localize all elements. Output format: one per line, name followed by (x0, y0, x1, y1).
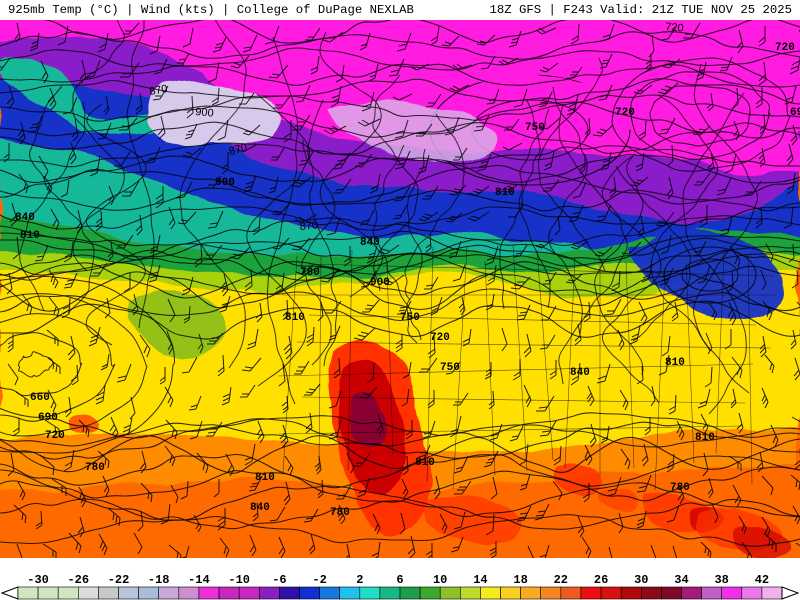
svg-text:660: 660 (30, 392, 50, 404)
svg-text:10: 10 (433, 573, 447, 587)
svg-text:-14: -14 (188, 573, 210, 587)
svg-text:810: 810 (695, 432, 715, 444)
svg-text:750: 750 (400, 312, 420, 324)
svg-text:780: 780 (300, 267, 320, 279)
svg-text:840: 840 (250, 502, 270, 514)
svg-text:780: 780 (330, 507, 350, 519)
svg-text:900: 900 (215, 177, 235, 189)
svg-text:720: 720 (775, 42, 795, 54)
svg-text:30: 30 (634, 573, 648, 587)
svg-text:720: 720 (430, 332, 450, 344)
svg-text:870: 870 (299, 219, 318, 233)
svg-text:-10: -10 (228, 573, 250, 587)
svg-text:720: 720 (665, 21, 684, 35)
svg-text:26: 26 (594, 573, 608, 587)
svg-text:2: 2 (356, 573, 363, 587)
svg-text:690: 690 (790, 107, 800, 119)
svg-text:22: 22 (554, 573, 568, 587)
svg-text:810: 810 (665, 357, 685, 369)
svg-text:-18: -18 (148, 573, 170, 587)
svg-text:42: 42 (755, 573, 769, 587)
svg-text:840: 840 (570, 367, 590, 379)
svg-text:810: 810 (255, 472, 275, 484)
svg-text:900: 900 (195, 106, 214, 120)
svg-text:780: 780 (85, 462, 105, 474)
svg-text:-30: -30 (27, 573, 49, 587)
svg-text:34: 34 (674, 573, 688, 587)
svg-text:750: 750 (440, 362, 460, 374)
svg-text:810: 810 (495, 187, 515, 199)
svg-text:-26: -26 (67, 573, 89, 587)
svg-text:840: 840 (15, 212, 35, 224)
svg-text:18: 18 (513, 573, 527, 587)
svg-text:38: 38 (714, 573, 728, 587)
svg-text:14: 14 (473, 573, 487, 587)
svg-text:690: 690 (38, 412, 58, 424)
svg-text:900: 900 (370, 277, 390, 289)
svg-text:-6: -6 (272, 573, 286, 587)
svg-text:810: 810 (20, 230, 40, 242)
svg-text:720: 720 (615, 107, 635, 119)
svg-text:810: 810 (415, 457, 435, 469)
svg-text:720: 720 (45, 430, 65, 442)
svg-text:6: 6 (396, 573, 403, 587)
svg-text:-2: -2 (312, 573, 326, 587)
svg-text:810: 810 (285, 312, 305, 324)
svg-text:750: 750 (525, 122, 545, 134)
svg-text:780: 780 (670, 482, 690, 494)
svg-text:-22: -22 (108, 573, 130, 587)
svg-text:840: 840 (360, 237, 380, 249)
